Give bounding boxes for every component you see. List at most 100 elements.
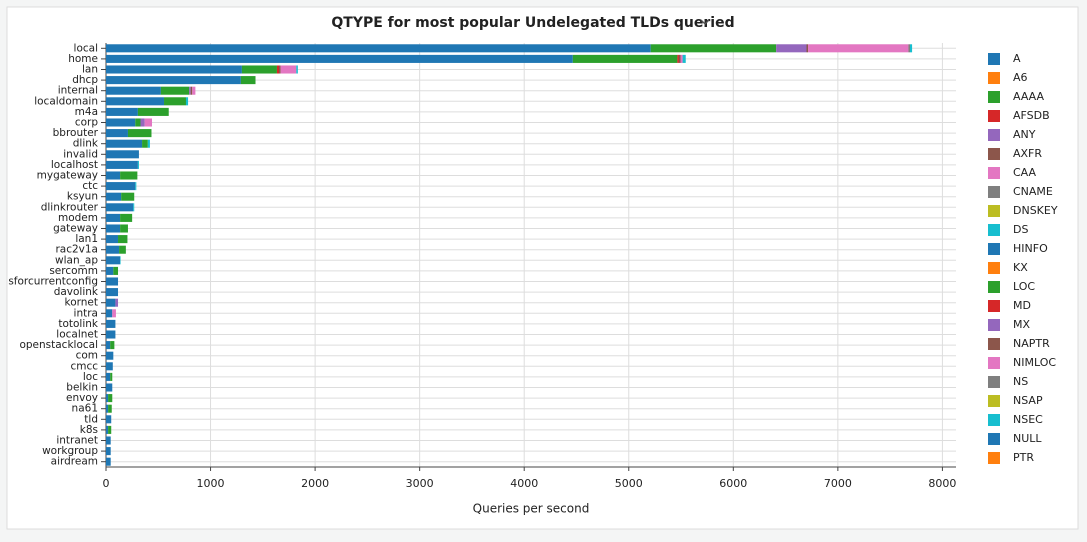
bar-segment — [135, 182, 137, 191]
bar-segment — [106, 54, 573, 63]
bar-segment — [106, 298, 116, 307]
bar-segment — [106, 266, 114, 275]
y-tick-label: lan1 — [75, 233, 98, 245]
y-tick-label: m4a — [75, 106, 98, 118]
x-tick-label: 7000 — [824, 477, 852, 490]
y-tick-label: ksyun — [67, 191, 98, 203]
bar-segment — [682, 54, 686, 63]
legend-swatch — [988, 110, 1000, 122]
bar-segment — [106, 288, 119, 297]
bar-segment — [120, 171, 138, 180]
bar-segment — [241, 65, 277, 74]
y-tick-label: localdomain — [34, 95, 98, 107]
legend-swatch — [988, 72, 1000, 84]
bar-segment — [106, 351, 114, 360]
legend-swatch — [988, 338, 1000, 350]
bar-segment — [677, 54, 679, 63]
legend-swatch — [988, 281, 1000, 293]
y-tick-label: airdream — [51, 456, 98, 468]
y-tick-label: wlan_ap — [55, 254, 98, 266]
y-tick-label: mygateway — [37, 170, 98, 182]
y-tick-label: rac2v1a — [55, 244, 98, 256]
legend-label: AFSDB — [1013, 109, 1050, 122]
bar-segment — [280, 65, 297, 74]
bar-segment — [240, 76, 256, 85]
bar-segment — [650, 44, 777, 53]
bar-segment — [110, 372, 113, 381]
bar-segment — [106, 65, 242, 74]
y-tick-label: home — [68, 53, 98, 65]
legend-swatch — [988, 300, 1000, 312]
y-tick-label: kornet — [65, 297, 99, 309]
bar-segment — [106, 277, 119, 286]
y-tick-label: envoy — [66, 392, 98, 404]
y-tick-label: intra — [74, 307, 98, 319]
legend-swatch — [988, 224, 1000, 236]
bar-segment — [106, 394, 109, 403]
legend-label: CAA — [1013, 166, 1037, 179]
bar-segment — [106, 139, 143, 148]
bar-segment — [106, 447, 111, 456]
bar-segment — [120, 213, 133, 222]
bar-segment — [106, 362, 113, 371]
bar-segment — [276, 65, 280, 74]
bar-segment — [106, 160, 138, 169]
legend-swatch — [988, 129, 1000, 141]
bar-segment — [133, 203, 135, 212]
y-tick-label: totolink — [58, 318, 99, 330]
x-tick-label: 1000 — [197, 477, 225, 490]
bar-segment — [106, 457, 111, 466]
title-menu-icon[interactable] — [700, 19, 710, 25]
bar-segment — [806, 44, 809, 53]
bar-segment — [106, 203, 134, 212]
bar-segment — [106, 86, 161, 95]
bar-segment — [106, 224, 121, 233]
y-tick-label: sercomm — [49, 265, 98, 277]
legend-label: MD — [1013, 299, 1031, 312]
y-tick-label: localhost — [51, 159, 98, 171]
chart-title: QTYPE for most popular Undelegated TLDs … — [331, 15, 734, 31]
bar-segment — [106, 171, 121, 180]
y-tick-label: lan — [82, 64, 98, 76]
bar-segment — [106, 415, 112, 424]
bar-segment — [909, 44, 913, 53]
y-tick-label: tld — [84, 413, 98, 425]
y-tick-label: cmcc — [70, 360, 98, 372]
bar-segment — [185, 97, 189, 106]
x-tick-label: 5000 — [615, 477, 643, 490]
y-tick-label: loc — [83, 371, 98, 383]
bar-segment — [106, 245, 120, 254]
y-tick-label: dlinkrouter — [41, 201, 99, 213]
legend-label: AAAA — [1013, 90, 1044, 103]
y-tick-label: ctc — [82, 180, 98, 192]
bar-segment — [106, 182, 136, 191]
y-tick-label: na61 — [72, 403, 98, 415]
bar-segment — [113, 266, 119, 275]
y-tick-label: localnet — [56, 329, 98, 341]
legend-label: NIMLOC — [1013, 356, 1056, 369]
legend-label: CNAME — [1013, 185, 1053, 198]
legend-label: PTR — [1013, 451, 1034, 464]
x-tick-label: 2000 — [301, 477, 329, 490]
legend-swatch — [988, 452, 1000, 464]
y-tick-label: dlink — [73, 138, 99, 150]
legend-label: DNSKEY — [1013, 204, 1058, 217]
legend-swatch — [988, 433, 1000, 445]
bar-segment — [118, 235, 128, 244]
bar-segment — [808, 44, 909, 53]
bar-segment — [106, 150, 139, 159]
bar-segment — [106, 383, 113, 392]
bar-segment — [106, 192, 122, 201]
legend-swatch — [988, 357, 1000, 369]
bar-segment — [106, 235, 119, 244]
x-tick-label: 3000 — [406, 477, 434, 490]
bar-segment — [108, 394, 113, 403]
bar-segment — [776, 44, 807, 53]
legend-label: NAPTR — [1013, 337, 1050, 350]
bar-segment — [192, 86, 196, 95]
x-axis-label: Queries per second — [473, 502, 590, 516]
legend-label: AXFR — [1013, 147, 1042, 160]
x-tick-label: 6000 — [719, 477, 747, 490]
bar-segment — [190, 86, 193, 95]
bar-segment — [127, 129, 152, 138]
